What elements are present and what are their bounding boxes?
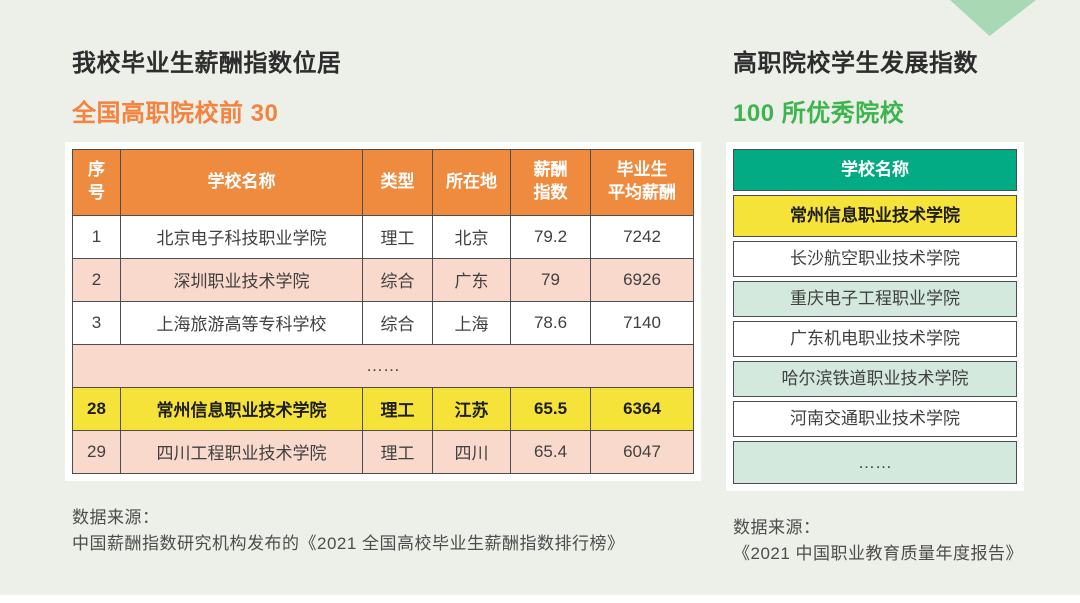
cell-school: 深圳职业技术学院 xyxy=(120,257,363,302)
table-row-rank-3: 3 上海旅游高等专科学校 综合 上海 78.6 7140 xyxy=(72,300,694,345)
cell-school: 北京电子科技职业学院 xyxy=(120,214,363,259)
table-row-rank-29: 29 四川工程职业技术学院 理工 四川 65.4 6047 xyxy=(72,429,694,474)
table-row-ellipsis: …… xyxy=(72,343,694,388)
cell-location: 江苏 xyxy=(432,386,511,431)
table-row-rank-28-highlight: 28 常州信息职业技术学院 理工 江苏 65.5 6364 xyxy=(72,386,694,431)
development-index-section: 高职院校学生发展指数 100 所优秀院校 学校名称 常州信息职业技术学院 长沙航… xyxy=(726,50,1033,568)
table-row: 长沙航空职业技术学院 xyxy=(733,240,1017,277)
header-avg-salary: 毕业生 平均薪酬 xyxy=(590,148,694,216)
salary-index-section: 我校毕业生薪酬指数位居 全国高职院校前 30 序 号 学校名称 类型 所在地 薪… xyxy=(65,50,712,558)
salary-ranking-table: 序 号 学校名称 类型 所在地 薪酬 指数 毕业生 平均薪酬 1 北京电子科技职… xyxy=(72,148,694,474)
source-text: 《2021 中国职业教育质量年度报告》 xyxy=(733,543,1024,563)
salary-data-source: 数据来源： 中国薪酬指数研究机构发布的《2021 全国高校毕业生薪酬指数排行榜》 xyxy=(72,505,712,558)
table-row-highlight: 常州信息职业技术学院 xyxy=(733,194,1017,237)
cell-salary-index: 78.6 xyxy=(510,300,591,345)
cell-salary-index: 79 xyxy=(510,257,591,302)
development-table-panel: 学校名称 常州信息职业技术学院 长沙航空职业技术学院 重庆电子工程职业学院 广东… xyxy=(726,141,1024,491)
source-label: 数据来源： xyxy=(733,517,821,537)
development-schools-table: 学校名称 常州信息职业技术学院 长沙航空职业技术学院 重庆电子工程职业学院 广东… xyxy=(733,148,1017,484)
table-row-rank-2: 2 深圳职业技术学院 综合 广东 79 6926 xyxy=(72,257,694,302)
salary-section-subtitle: 全国高职院校前 30 xyxy=(72,99,279,127)
development-data-source: 数据来源： 《2021 中国职业教育质量年度报告》 xyxy=(733,515,1033,568)
cell-rank: 1 xyxy=(72,214,121,259)
cell-location: 上海 xyxy=(432,300,511,345)
header-location: 所在地 xyxy=(432,148,511,216)
cell-salary-index: 79.2 xyxy=(510,214,591,259)
table-row-ellipsis: …… xyxy=(733,440,1017,484)
cell-type: 理工 xyxy=(362,214,433,259)
cell-rank: 3 xyxy=(72,300,121,345)
table-row: 广东机电职业技术学院 xyxy=(733,320,1017,357)
cell-school: 四川工程职业技术学院 xyxy=(120,429,363,474)
cell-location: 广东 xyxy=(432,257,511,302)
cell-rank: 2 xyxy=(72,257,121,302)
table-row: 哈尔滨铁道职业技术学院 xyxy=(733,360,1017,397)
cell-salary-index: 65.4 xyxy=(510,429,591,474)
cell-type: 综合 xyxy=(362,300,433,345)
cell-avg-salary: 6364 xyxy=(590,386,694,431)
cell-type: 理工 xyxy=(362,386,433,431)
header-rank: 序 号 xyxy=(72,148,121,216)
cell-rank: 29 xyxy=(72,429,121,474)
cell-type: 综合 xyxy=(362,257,433,302)
header-type: 类型 xyxy=(362,148,433,216)
table-row-rank-1: 1 北京电子科技职业学院 理工 北京 79.2 7242 xyxy=(72,214,694,259)
cell-ellipsis: …… xyxy=(72,343,694,388)
cell-avg-salary: 6047 xyxy=(590,429,694,474)
source-text: 中国薪酬指数研究机构发布的《2021 全国高校毕业生薪酬指数排行榜》 xyxy=(72,533,625,553)
table-row: 重庆电子工程职业学院 xyxy=(733,280,1017,317)
cell-location: 北京 xyxy=(432,214,511,259)
cell-salary-index: 65.5 xyxy=(510,386,591,431)
bottom-white-strip xyxy=(0,595,1080,603)
cell-school: 常州信息职业技术学院 xyxy=(120,386,363,431)
salary-table-header-row: 序 号 学校名称 类型 所在地 薪酬 指数 毕业生 平均薪酬 xyxy=(72,148,694,216)
cell-avg-salary: 7242 xyxy=(590,214,694,259)
cell-type: 理工 xyxy=(362,429,433,474)
cell-location: 四川 xyxy=(432,429,511,474)
development-table-header: 学校名称 xyxy=(733,148,1017,191)
source-label: 数据来源： xyxy=(72,507,160,527)
development-section-title: 高职院校学生发展指数 xyxy=(733,50,978,77)
development-section-subtitle: 100 所优秀院校 xyxy=(733,99,905,127)
salary-table-panel: 序 号 学校名称 类型 所在地 薪酬 指数 毕业生 平均薪酬 1 北京电子科技职… xyxy=(65,141,701,481)
table-row: 河南交通职业技术学院 xyxy=(733,400,1017,437)
cell-avg-salary: 7140 xyxy=(590,300,694,345)
corner-triangle-decoration xyxy=(950,0,1036,36)
cell-rank: 28 xyxy=(72,386,121,431)
salary-section-title: 我校毕业生薪酬指数位居 xyxy=(72,50,342,77)
cell-school: 上海旅游高等专科学校 xyxy=(120,300,363,345)
cell-avg-salary: 6926 xyxy=(590,257,694,302)
header-school-name: 学校名称 xyxy=(120,148,363,216)
header-salary-index: 薪酬 指数 xyxy=(510,148,591,216)
